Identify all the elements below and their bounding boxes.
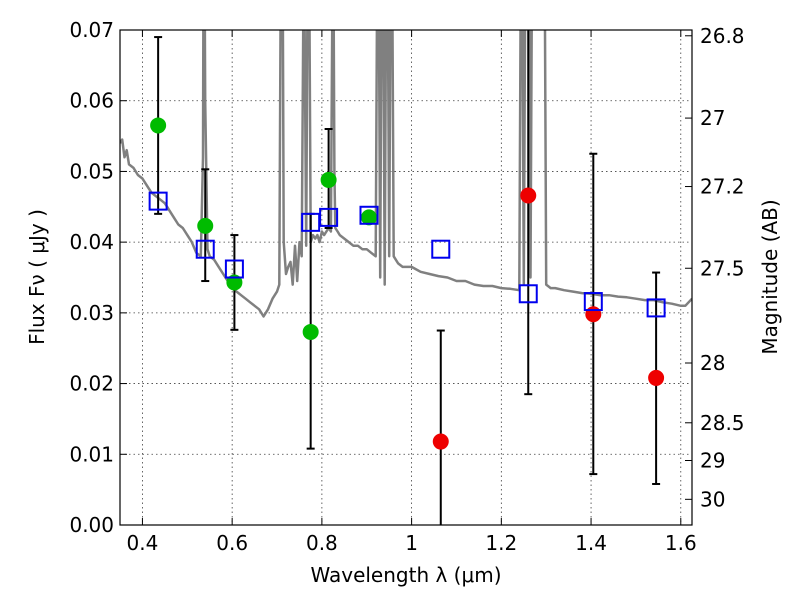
y2-tick-label: 27.2 bbox=[700, 175, 745, 199]
optical-data-point bbox=[320, 171, 337, 188]
model-photometry-square bbox=[359, 205, 379, 225]
model-photometry-square bbox=[518, 284, 538, 304]
y2-tick-label: 27 bbox=[700, 106, 725, 130]
model-photometry-square bbox=[646, 298, 666, 318]
plot-area bbox=[120, 30, 692, 525]
y-tick-label: 0.03 bbox=[69, 301, 114, 325]
y-tick-label: 0.05 bbox=[69, 159, 114, 183]
y-tick-label: 0.02 bbox=[69, 372, 114, 396]
model-spectrum-line bbox=[120, 30, 692, 318]
y-tick-label: 0.04 bbox=[69, 230, 114, 254]
y2-axis-title: Magnitude (AB) bbox=[758, 199, 782, 354]
y2-tick-label: 28 bbox=[700, 351, 725, 375]
x-tick-label: 0.8 bbox=[306, 531, 338, 555]
y2-tick-label: 26.8 bbox=[700, 24, 745, 48]
model-photometry-square bbox=[224, 259, 244, 279]
model-photometry-square bbox=[319, 207, 339, 227]
x-tick-label: 0.6 bbox=[216, 531, 248, 555]
model-photometry-square bbox=[431, 239, 451, 259]
optical-data-point bbox=[302, 323, 319, 340]
nir-data-point bbox=[520, 187, 537, 204]
x-tick-label: 1.6 bbox=[665, 531, 697, 555]
optical-data-point bbox=[150, 117, 167, 134]
axis-ticks bbox=[120, 29, 692, 526]
y-tick-label: 0.01 bbox=[69, 442, 114, 466]
y2-tick-label: 30 bbox=[700, 487, 725, 511]
model-photometry-square bbox=[583, 292, 603, 312]
y2-tick-label: 27.5 bbox=[700, 256, 745, 280]
y-tick-label: 0.00 bbox=[69, 513, 114, 537]
nir-data-point bbox=[585, 306, 602, 323]
y2-tick-label: 28.5 bbox=[700, 411, 745, 435]
y-axis-title: Flux Fν ( μJy ) bbox=[25, 209, 49, 345]
model-photometry-square bbox=[195, 239, 215, 259]
optical-data-point bbox=[360, 209, 377, 226]
optical-data-point bbox=[226, 274, 243, 291]
nir-data-point bbox=[432, 433, 449, 450]
x-tick-label: 1.2 bbox=[485, 531, 517, 555]
x-tick-label: 1 bbox=[405, 531, 418, 555]
y-tick-label: 0.06 bbox=[69, 89, 114, 113]
plot-frame bbox=[119, 29, 693, 526]
y2-tick-label: 29 bbox=[700, 449, 725, 473]
x-tick-label: 0.4 bbox=[127, 531, 159, 555]
model-photometry-square bbox=[148, 191, 168, 211]
nir-data-point bbox=[648, 369, 665, 386]
y-tick-label: 0.07 bbox=[69, 18, 114, 42]
x-axis-title: Wavelength λ (μm) bbox=[310, 563, 501, 587]
x-tick-label: 1.4 bbox=[575, 531, 607, 555]
optical-data-point bbox=[197, 217, 214, 234]
